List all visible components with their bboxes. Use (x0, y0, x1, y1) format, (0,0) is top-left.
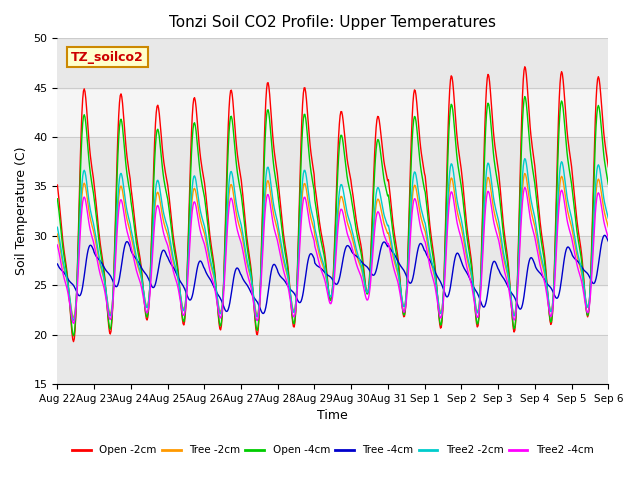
Open -4cm (54, 196, 61, 202)
Tree -4cm (417, 240, 424, 246)
Tree -4cm (260, 311, 268, 316)
Tree -4cm (63, 275, 71, 281)
Bar (58, 38, 608, 87)
Open -4cm (604, 181, 612, 187)
Line: Open -4cm: Open -4cm (58, 96, 608, 336)
Open -2cm (401, 313, 408, 319)
Open -2cm (206, 233, 214, 239)
Bar (58, 335, 608, 384)
Tree2 -4cm (177, 301, 184, 307)
Open -4cm (206, 240, 214, 246)
Tree -4cm (176, 278, 184, 284)
X-axis label: Time: Time (317, 409, 348, 422)
Tree -2cm (54, 231, 61, 237)
Bar (58, 236, 608, 285)
Tree -4cm (54, 261, 61, 267)
Tree2 -2cm (206, 255, 214, 261)
Open -4cm (70, 333, 77, 339)
Y-axis label: Soil Temperature (C): Soil Temperature (C) (15, 147, 28, 276)
Tree2 -4cm (604, 235, 612, 241)
Tree2 -2cm (63, 278, 71, 284)
Line: Open -2cm: Open -2cm (58, 67, 608, 342)
Tree -2cm (121, 204, 129, 209)
Tree -4cm (205, 275, 213, 280)
Open -2cm (121, 130, 129, 135)
Legend: Open -2cm, Tree -2cm, Open -4cm, Tree -4cm, Tree2 -2cm, Tree2 -4cm: Open -2cm, Tree -2cm, Open -4cm, Tree -4… (68, 441, 598, 459)
Tree2 -2cm (401, 303, 408, 309)
Tree2 -2cm (121, 193, 129, 199)
Tree -4cm (601, 232, 609, 238)
Title: Tonzi Soil CO2 Profile: Upper Temperatures: Tonzi Soil CO2 Profile: Upper Temperatur… (170, 15, 497, 30)
Tree -2cm (604, 224, 612, 230)
Open -2cm (521, 64, 529, 70)
Tree -4cm (120, 246, 128, 252)
Tree2 -4cm (121, 216, 129, 222)
Open -2cm (177, 299, 184, 304)
Line: Tree2 -4cm: Tree2 -4cm (58, 188, 608, 324)
Open -4cm (63, 275, 71, 281)
Tree -2cm (70, 314, 77, 320)
Tree -2cm (177, 294, 184, 300)
Open -4cm (521, 94, 529, 99)
Tree2 -4cm (70, 321, 77, 326)
Bar (58, 186, 608, 236)
Tree -2cm (521, 170, 529, 176)
Bar (58, 87, 608, 137)
Line: Tree -4cm: Tree -4cm (58, 235, 608, 313)
Tree -2cm (63, 279, 71, 285)
Tree2 -4cm (206, 268, 214, 274)
Open -4cm (401, 312, 408, 317)
Line: Tree -2cm: Tree -2cm (58, 173, 608, 317)
Tree2 -2cm (521, 156, 529, 161)
Tree -2cm (401, 302, 408, 308)
Open -2cm (70, 339, 77, 345)
Tree2 -2cm (604, 216, 612, 221)
Open -2cm (417, 144, 424, 150)
Tree2 -2cm (70, 317, 77, 323)
Open -4cm (177, 298, 184, 304)
Tree2 -2cm (417, 203, 424, 209)
Tree2 -2cm (177, 294, 184, 300)
Tree -2cm (417, 213, 424, 218)
Tree2 -4cm (521, 185, 529, 191)
Line: Tree2 -2cm: Tree2 -2cm (58, 158, 608, 320)
Open -2cm (63, 273, 71, 278)
Tree2 -4cm (417, 225, 424, 230)
Tree2 -4cm (401, 309, 408, 315)
Tree2 -4cm (54, 242, 61, 248)
Open -2cm (54, 182, 61, 188)
Tree2 -2cm (54, 224, 61, 230)
Bar (58, 285, 608, 335)
Open -2cm (604, 164, 612, 170)
Tree -4cm (401, 269, 408, 275)
Tree -2cm (206, 259, 214, 264)
Tree -4cm (604, 239, 612, 244)
Bar (58, 137, 608, 186)
Open -4cm (121, 150, 129, 156)
Text: TZ_soilco2: TZ_soilco2 (71, 50, 144, 63)
Open -4cm (417, 164, 424, 169)
Tree2 -4cm (63, 287, 71, 293)
